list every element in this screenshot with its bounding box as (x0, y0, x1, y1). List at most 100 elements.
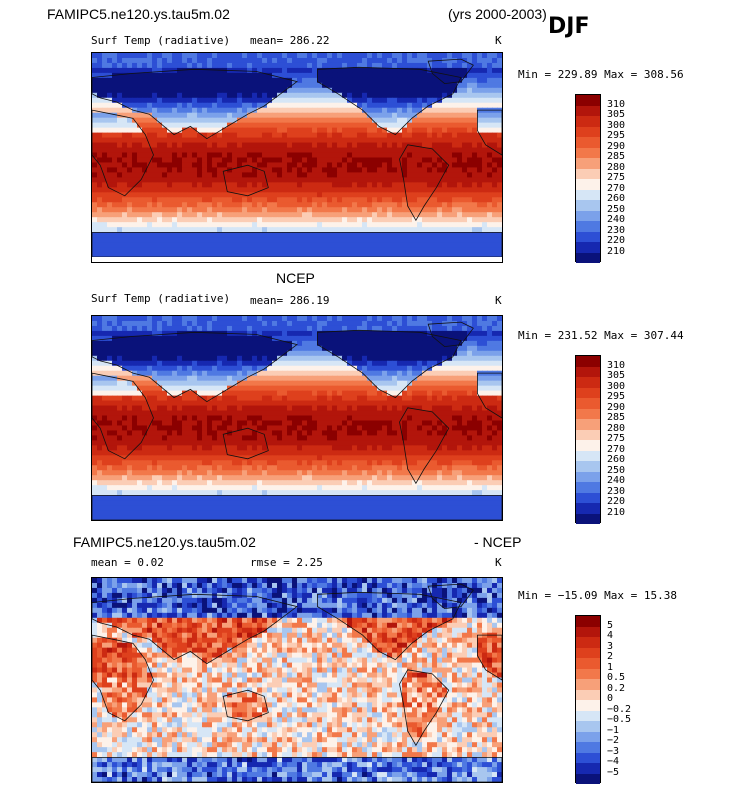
colorbar-strip (575, 615, 601, 784)
colorbar-tick-label: 300 (607, 119, 626, 131)
colorbar-swatch (576, 221, 600, 232)
coastline-outline (399, 144, 450, 222)
colorbar-swatch (576, 731, 600, 742)
colorbar-swatch (576, 668, 600, 679)
colorbar-swatch (576, 742, 600, 753)
colorbar-swatch (576, 105, 600, 116)
coastline-outline (427, 583, 474, 610)
model-temperature-map (91, 52, 503, 263)
colorbar-tick-label: 305 (607, 370, 626, 381)
panel3-title-left: FAMIPC5.ne120.ys.tau5m.02 (73, 534, 256, 550)
colorbar-tick-label: 280 (607, 161, 626, 173)
colorbar-tick-label: 240 (607, 214, 626, 225)
colorbar-swatch (576, 773, 600, 784)
colorbar-tick-label: 5 (607, 619, 614, 631)
colorbar-swatch (576, 752, 600, 763)
coastline-outline (92, 372, 154, 460)
colorbar-tick-label: 305 (607, 109, 626, 120)
colorbar-swatch (576, 179, 600, 190)
coastline-outline (427, 321, 474, 348)
colorbar-swatch (576, 689, 600, 700)
colorbar-tick-label: 270 (607, 443, 626, 455)
map-svg (92, 578, 502, 782)
colorbar-tick-label: 310 (607, 98, 626, 110)
colorbar-swatch (576, 429, 600, 440)
colorbar-swatch (576, 647, 600, 658)
colorbar-swatch (576, 637, 600, 648)
panel2-minmax: Min = 231.52 Max = 307.44 (518, 329, 684, 342)
coastline-outline (92, 593, 298, 665)
colorbar-tick-label: 260 (607, 193, 626, 204)
colorbar-tick-label: 250 (607, 464, 626, 476)
colorbar-tick-label: 295 (607, 130, 626, 141)
coastline-outline (427, 58, 474, 85)
colorbar-swatch (576, 168, 600, 179)
years-label: (yrs 2000-2003) (448, 6, 547, 22)
season-label: DJF (548, 14, 590, 39)
colorbar-tick-label: 1 (607, 661, 614, 673)
colorbar-swatch (576, 492, 600, 503)
colorbar-swatch (576, 700, 600, 711)
coastline-outline (399, 407, 450, 485)
coastline-outline (399, 669, 450, 747)
colorbar-tick-label: 230 (607, 224, 626, 236)
colorbar-tick-label: −0.2 (607, 703, 632, 715)
panel3-units: K (495, 556, 502, 569)
coastline-outline (317, 329, 462, 399)
ncep-temperature-map (91, 315, 503, 521)
colorbar-swatch (576, 95, 600, 106)
colorbar-swatch (576, 513, 600, 524)
colorbar-swatch (576, 440, 600, 451)
colorbar-strip (575, 355, 601, 524)
colorbar-tick-label: 210 (607, 245, 626, 257)
colorbar-swatch (576, 721, 600, 732)
colorbar-swatch (576, 189, 600, 200)
colorbar-tick-label: 300 (607, 380, 626, 392)
case-title: FAMIPC5.ne120.ys.tau5m.02 (47, 6, 230, 22)
colorbar-tick-label: 260 (607, 454, 626, 465)
coastline-outline (92, 109, 154, 197)
panel3-rmse: rmse = 2.25 (250, 556, 323, 569)
coastline-outline (92, 495, 502, 520)
colorbar-tick-label: 290 (607, 401, 626, 413)
colorbar-tick-label: 0 (607, 693, 614, 704)
colorbar-swatch (576, 616, 600, 627)
panel1-minmax: Min = 229.89 Max = 308.56 (518, 68, 684, 81)
coastline-outline (476, 372, 502, 419)
colorbar-swatch (576, 126, 600, 137)
panel1-units: K (495, 34, 502, 47)
coastline-outline (92, 331, 298, 403)
colorbar-swatch (576, 147, 600, 158)
panel2-mean: mean= 286.19 (250, 294, 330, 307)
colorbar-tick-label: 290 (607, 140, 626, 152)
colorbar-swatch (576, 252, 600, 263)
colorbar-tick-label: 275 (607, 172, 626, 183)
colorbar-swatch (576, 626, 600, 637)
colorbar-tick-label: 250 (607, 203, 626, 215)
colorbar-swatch (576, 450, 600, 461)
colorbar-tick-label: 285 (607, 151, 626, 162)
colorbar-tick-label: −4 (607, 756, 620, 767)
colorbar-swatch (576, 137, 600, 148)
colorbar-tick-label: −1 (607, 724, 620, 736)
coastline-outline (317, 66, 462, 136)
colorbar-tick-label: 280 (607, 422, 626, 434)
panel3-minmax: Min = −15.09 Max = 15.38 (518, 589, 677, 602)
colorbar-swatch (576, 763, 600, 774)
panel1-mean: mean= 286.22 (250, 34, 330, 47)
coastline-outline (476, 109, 502, 156)
colorbar-strip (575, 94, 601, 263)
coastline-outline (92, 634, 154, 722)
colorbar-tick-label: 270 (607, 182, 626, 194)
colorbar-tick-label: 285 (607, 412, 626, 423)
colorbar-tick-label: 210 (607, 506, 626, 518)
colorbar-tick-label: −0.5 (607, 714, 632, 725)
panel3-title-right: - NCEP (474, 534, 522, 550)
coastline-outline (476, 634, 502, 681)
coastline-outline (92, 232, 502, 257)
difference-map (91, 577, 503, 783)
colorbar-tick-label: −3 (607, 745, 620, 757)
colorbar-swatch (576, 387, 600, 398)
coastline-outline (317, 591, 462, 661)
panel2-units: K (495, 294, 502, 307)
